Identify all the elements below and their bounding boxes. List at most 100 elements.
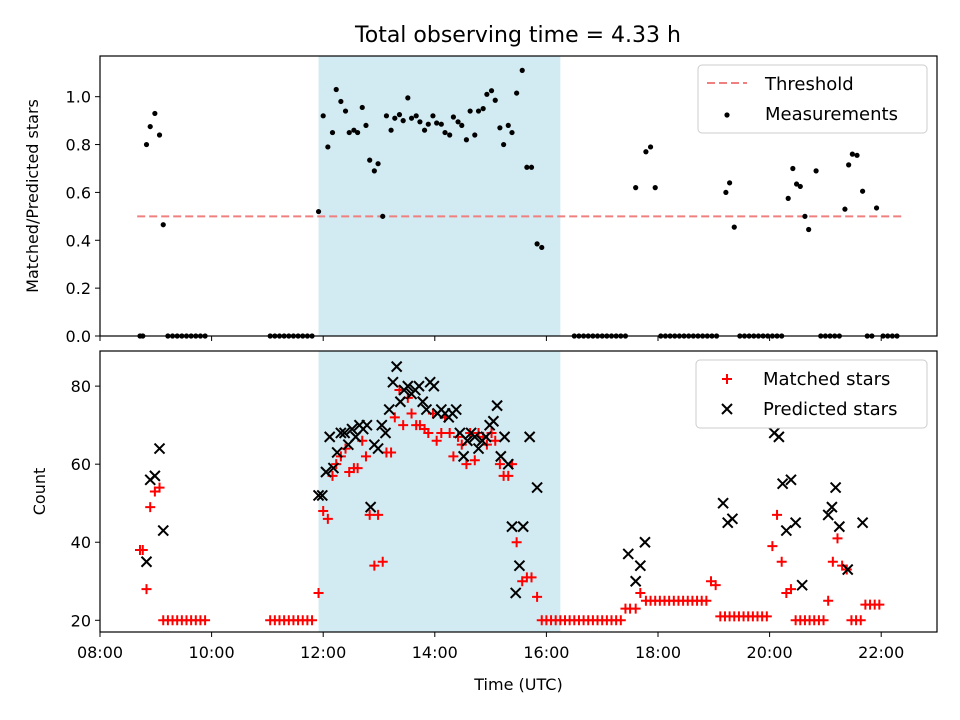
measurement-point <box>396 112 403 118</box>
matched-star-point <box>444 427 455 438</box>
predicted-star-point <box>826 501 838 513</box>
matched-star-point <box>360 451 371 462</box>
matched-star-point <box>456 439 467 450</box>
matched-star-point <box>307 615 318 626</box>
measurement-point <box>325 144 331 150</box>
measurement-point <box>652 185 658 191</box>
predicted-star-point <box>390 360 403 373</box>
measurement-point <box>539 244 545 251</box>
matched-star-point <box>145 502 156 513</box>
predicted-star-point <box>487 415 500 427</box>
measurement-point <box>647 144 654 150</box>
matched-star-point <box>318 506 329 517</box>
predicted-star-point <box>312 489 325 502</box>
predicted-star-point <box>364 501 377 513</box>
measurement-point <box>380 213 386 219</box>
predicted-star-point <box>513 559 526 572</box>
predicted-star-point <box>327 462 340 474</box>
measurement-point <box>338 98 344 105</box>
x-tick-label: 22:00 <box>858 643 904 662</box>
measurement-point <box>643 149 649 155</box>
measurement-point <box>375 161 381 167</box>
predicted-star-point <box>472 442 485 455</box>
measurement-point <box>143 141 150 148</box>
axes-frame <box>99 55 938 337</box>
matched-star-point <box>377 556 388 567</box>
x-tick-label: 16:00 <box>523 643 569 662</box>
matched-star-point <box>389 412 400 423</box>
matched-star-point <box>436 427 447 438</box>
measurement-point <box>528 164 535 170</box>
matched-star-point <box>855 615 866 626</box>
x-tick-label: 20:00 <box>747 643 793 662</box>
predicted-star-point <box>469 431 481 443</box>
observing-window-shade <box>318 56 561 336</box>
measurement-point <box>371 168 377 174</box>
matched-star-point <box>532 591 543 602</box>
measurement-point <box>514 90 520 96</box>
measurement-point <box>519 67 525 73</box>
x-tick-label: 10:00 <box>189 643 235 662</box>
bottom-chart-star-counts: 08:00 10:00 12:00 14:00 16:00 18:00 20:00 22:00… <box>30 350 938 694</box>
measurement-point <box>480 106 486 112</box>
measurement-point <box>806 226 812 233</box>
legend-matched-label: Matched stars <box>763 369 890 390</box>
matched-star-point <box>431 435 442 446</box>
matched-star-point <box>827 556 838 567</box>
legend-predicted-swatch <box>721 403 733 415</box>
matched-star-point <box>823 595 834 606</box>
measurement-point <box>534 241 540 247</box>
matched-star-point <box>461 459 472 470</box>
measurement-point <box>849 151 855 157</box>
predicted-star-point <box>420 403 433 416</box>
predicted-star-point <box>372 442 384 455</box>
matched-star-point <box>137 545 148 556</box>
measurement-point <box>731 224 737 230</box>
measurement-point <box>854 152 860 158</box>
measurement-point <box>860 188 866 194</box>
y-tick-label: 0.4 <box>66 231 91 250</box>
measurement-point <box>475 108 482 114</box>
measurement-point <box>405 95 411 101</box>
predicted-star-point <box>726 513 739 525</box>
measurement-point <box>346 129 352 136</box>
measurement-point <box>846 162 852 168</box>
predicted-star-point <box>856 517 869 529</box>
predicted-star-point <box>413 380 425 392</box>
matched-star-point <box>322 513 333 524</box>
matched-star-point <box>832 533 843 544</box>
predicted-star-point <box>394 396 407 408</box>
matched-star-point <box>448 451 459 462</box>
measurement-point <box>417 119 423 125</box>
measurement-point <box>160 222 166 228</box>
measurement-point <box>467 108 473 114</box>
measurement-point <box>727 180 733 186</box>
legend-threshold-label: Threshold <box>764 74 854 95</box>
matched-star-point <box>423 427 434 438</box>
matched-star-point <box>398 420 409 431</box>
y-tick-label: 20 <box>71 611 91 630</box>
predicted-star-point <box>320 466 332 478</box>
y-tick-label: 0.8 <box>66 136 91 155</box>
predicted-star-point <box>149 470 161 482</box>
predicted-star-point <box>506 520 518 533</box>
measurement-point <box>450 114 456 120</box>
matched-star-point <box>490 435 501 446</box>
matched-star-point <box>373 509 384 520</box>
measurement-point <box>802 213 808 219</box>
measurement-point <box>442 129 448 136</box>
legend-matched-swatch <box>722 374 732 384</box>
predicted-star-point <box>457 450 470 463</box>
predicted-star-point <box>157 524 169 537</box>
predicted-star-point <box>780 524 793 537</box>
x-tick-label: 18:00 <box>635 643 681 662</box>
measurement-point <box>472 132 478 138</box>
x-tick-label: 12:00 <box>300 643 346 662</box>
measurement-point <box>524 164 530 170</box>
predicted-star-point <box>510 587 522 599</box>
predicted-star-point <box>316 489 328 502</box>
predicted-star-point <box>491 399 503 412</box>
measurement-point <box>333 86 339 93</box>
legend-frame <box>697 64 928 134</box>
